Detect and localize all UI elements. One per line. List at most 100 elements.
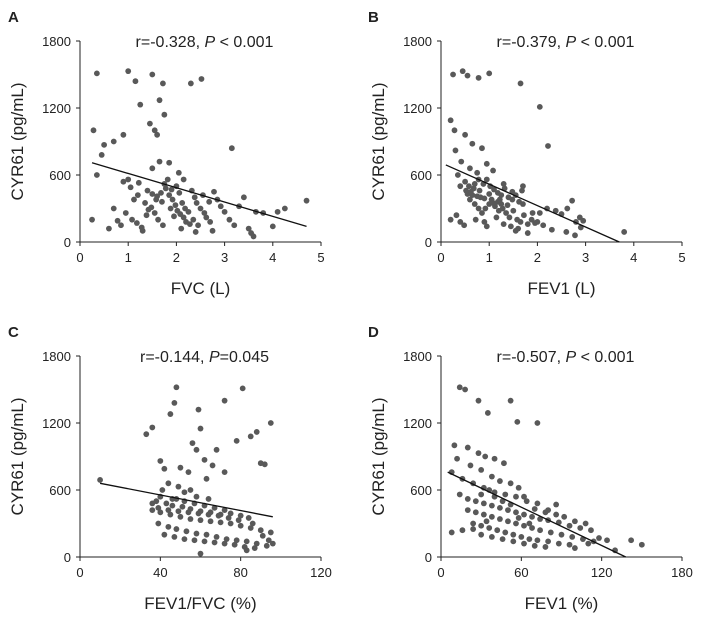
chart-b-point (475, 74, 482, 81)
chart-d-y-tick-label: 1800 (403, 349, 432, 364)
chart-d-point (454, 455, 460, 462)
chart-d-regression-line (447, 471, 627, 558)
chart-a-point (120, 178, 127, 185)
chart-d-point (558, 531, 565, 538)
chart-b-annotation: r=-0.379, P < 0.001 (497, 34, 635, 51)
chart-a-y-tick-label: 0 (64, 235, 71, 250)
chart-d-point (553, 501, 560, 508)
chart-d-point (480, 511, 487, 518)
chart-d-point (483, 518, 490, 525)
chart-c-point (143, 431, 150, 438)
chart-a-point (192, 229, 199, 235)
chart-d-point (478, 522, 485, 529)
chart-d-y-tick-label: 0 (425, 550, 432, 565)
chart-b-point (519, 187, 525, 194)
chart-a-annotation-r: r=-0.328, (136, 34, 205, 51)
chart-d-point (488, 513, 495, 520)
chart-d-point (497, 516, 503, 522)
chart-c-point (193, 493, 200, 500)
chart-c-point (245, 515, 252, 521)
chart-b-point (500, 221, 507, 228)
chart-a-x-tick-label: 4 (269, 250, 276, 265)
chart-b-y-axis-label: CYR61 (pg/mL) (369, 82, 388, 200)
chart-a-point (131, 196, 137, 203)
chart-c-regression-line (99, 482, 273, 518)
chart-a-x-tick-label: 2 (173, 250, 180, 265)
chart-d-annotation-p-value: < 0.001 (576, 349, 634, 366)
chart-c-point (197, 425, 204, 432)
chart-a-point (164, 176, 171, 183)
chart-c-point (235, 517, 242, 524)
chart-d-annotation-p-symbol: P (565, 349, 576, 366)
chart-d-point (571, 545, 578, 551)
chart-c-point (185, 469, 192, 476)
chart-b-point (486, 70, 493, 77)
chart-a-point (148, 204, 155, 211)
chart-c-point (193, 530, 200, 537)
chart-b-point (569, 197, 576, 204)
chart-b-point (564, 205, 571, 212)
chart-a-point (155, 216, 161, 223)
chart-b-point (503, 210, 509, 216)
chart-d-point (510, 538, 517, 545)
chart-b-point (498, 192, 505, 199)
chart-d-point (497, 504, 503, 511)
chart-b-point (500, 181, 507, 187)
chart-b-x-tick-label: 4 (630, 250, 637, 265)
chart-b-point (548, 226, 555, 233)
chart-c-point (237, 522, 244, 529)
chart-b-point (469, 140, 476, 147)
chart-c-point (267, 529, 274, 536)
chart-a-regression-line (91, 162, 307, 227)
chart-d-point (499, 498, 506, 505)
chart-a-point (142, 200, 148, 206)
chart-b-point (521, 212, 527, 219)
chart-a-point (211, 188, 217, 195)
chart-d-point (448, 529, 455, 536)
chart-c-annotation: r=-0.144, P=0.045 (140, 349, 269, 366)
chart-c-point (201, 538, 208, 545)
chart-c-point (221, 397, 228, 404)
chart-b-y-tick-label: 1800 (403, 34, 432, 49)
chart-a-point (146, 120, 153, 127)
chart-b-point (462, 178, 468, 185)
chart-d-point (534, 500, 541, 507)
chart-d-x-tick-label: 0 (437, 565, 444, 580)
chart-c-point (157, 458, 164, 464)
chart-b-point (517, 219, 524, 225)
chart-d-point (488, 502, 495, 509)
chart-c-point (267, 420, 274, 426)
chart-c-point (175, 508, 182, 515)
chart-d-annotation: r=-0.507, P < 0.001 (497, 349, 635, 366)
chart-a-point (245, 225, 252, 232)
chart-c-x-tick-label: 0 (76, 565, 83, 580)
chart-a-point (89, 216, 95, 223)
chart-d-point (470, 520, 477, 527)
chart-b-point (498, 201, 505, 207)
chart-c-point (157, 509, 164, 516)
chart-c-point (159, 487, 166, 493)
chart-a-point (175, 169, 182, 176)
chart-b-point (483, 223, 490, 230)
chart-d-point (513, 520, 519, 527)
chart-a-point (133, 220, 140, 226)
chart-d-point (521, 511, 527, 518)
chart-c-point (239, 385, 246, 392)
chart-d-y-axis-label: CYR61 (pg/mL) (369, 397, 388, 515)
chart-a-point (118, 222, 124, 229)
chart-a-point (160, 222, 166, 229)
chart-c-point (179, 503, 186, 510)
chart-c-point (171, 400, 178, 406)
chart-d-point (529, 513, 535, 520)
chart-a-point (221, 208, 228, 215)
chart-a-point (269, 223, 276, 230)
chart-a-point (127, 184, 134, 191)
chart-c-point (161, 465, 168, 472)
chart-d-point (513, 493, 519, 500)
chart-a-annotation-p-symbol: P (204, 34, 215, 51)
chart-a-point (162, 185, 169, 192)
chart-b-point (454, 172, 461, 178)
chart-c-point (195, 510, 202, 517)
chart-d-point (502, 529, 509, 536)
chart-a-point (207, 219, 214, 225)
